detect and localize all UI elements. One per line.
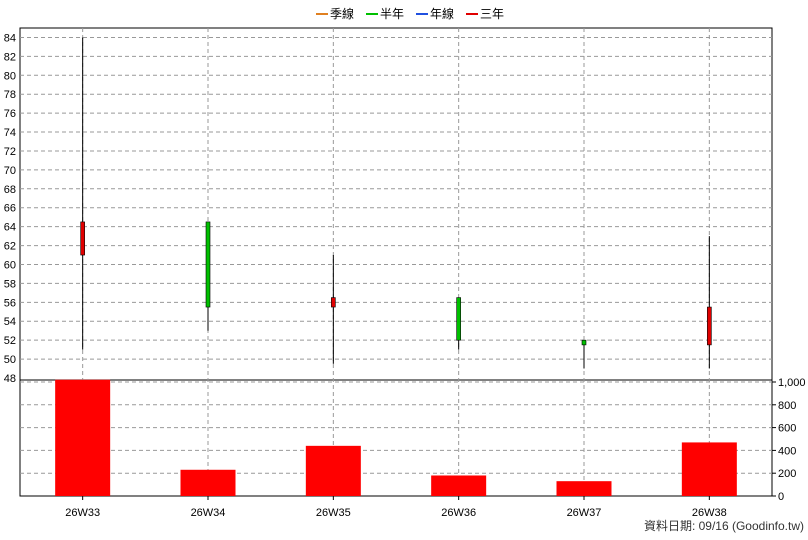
volume-tick-label: 1,000 <box>778 377 806 389</box>
price-tick-label: 50 <box>4 354 16 366</box>
price-tick-label: 82 <box>4 51 16 63</box>
price-tick-label: 62 <box>4 241 16 253</box>
candle-body <box>331 297 336 308</box>
legend-entry: 半年 <box>380 7 404 21</box>
x-tick-label: 26W33 <box>65 507 100 519</box>
volume-tick-label: 200 <box>778 468 796 480</box>
volume-bar <box>305 445 361 496</box>
price-tick-label: 48 <box>4 373 16 385</box>
x-tick-label: 26W37 <box>567 507 602 519</box>
candle-body <box>80 221 85 256</box>
price-tick-label: 80 <box>4 70 16 82</box>
legend-entry: 年線 <box>430 6 454 21</box>
price-tick-label: 74 <box>4 127 16 139</box>
volume-bar <box>55 379 111 496</box>
price-tick-label: 56 <box>4 297 16 309</box>
price-tick-label: 84 <box>4 32 16 44</box>
volume-bar <box>431 475 487 496</box>
x-tick-label: 26W34 <box>191 507 226 519</box>
price-tick-label: 72 <box>4 146 16 158</box>
candle-body <box>205 221 211 308</box>
candle-body <box>456 297 461 341</box>
volume-bar <box>681 442 737 496</box>
volume-tick-label: 800 <box>778 400 796 412</box>
legend-entry: 三年 <box>480 7 504 21</box>
plot-frame <box>19 27 773 497</box>
price-tick-label: 60 <box>4 259 16 271</box>
legend-entry: 季線 <box>330 6 354 21</box>
volume-tick-label: 400 <box>778 445 796 457</box>
price-tick-label: 78 <box>4 89 16 101</box>
price-tick-label: 54 <box>4 316 16 328</box>
price-tick-label: 58 <box>4 278 16 290</box>
candle-body <box>581 339 587 346</box>
price-tick-label: 52 <box>4 335 16 347</box>
price-tick-label: 66 <box>4 203 16 215</box>
volume-bar <box>180 469 236 496</box>
volume-bar <box>556 481 612 496</box>
x-tick-label: 26W35 <box>316 507 351 519</box>
footer-source: 資料日期: 09/16 (Goodinfo.tw) <box>643 519 804 533</box>
volume-tick-label: 600 <box>778 423 796 435</box>
price-tick-label: 76 <box>4 108 16 120</box>
price-tick-label: 64 <box>4 222 16 234</box>
volume-tick-label: 0 <box>778 491 784 503</box>
x-tick-label: 26W38 <box>692 507 727 519</box>
candle-body <box>707 306 712 346</box>
price-tick-label: 68 <box>4 184 16 196</box>
x-tick-label: 26W36 <box>441 507 476 519</box>
price-tick-label: 70 <box>4 165 16 177</box>
